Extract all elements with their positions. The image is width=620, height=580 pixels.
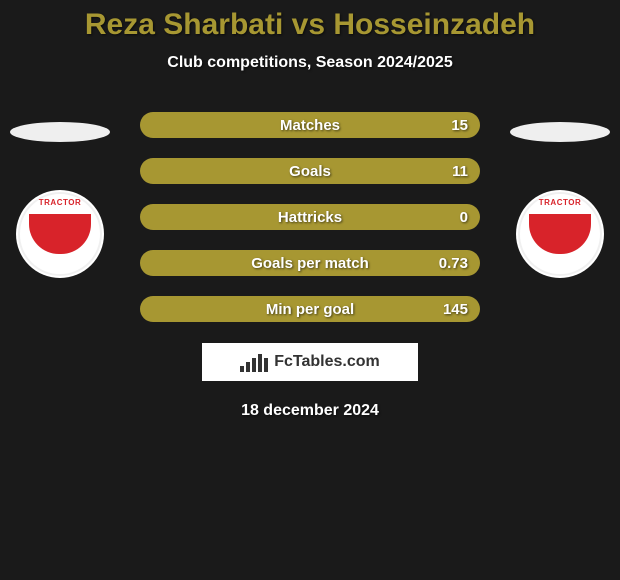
stat-value-right: 11 (452, 163, 468, 180)
title-vs: vs (292, 8, 325, 41)
stat-label: Matches (280, 117, 340, 134)
club-badge-right: TRACTOR (516, 190, 604, 278)
subtitle: Club competitions, Season 2024/2025 (0, 54, 620, 72)
club-badge-left-name: TRACTOR (16, 198, 104, 207)
comparison-card: Reza Sharbati vs Hosseinzadeh Club compe… (0, 0, 620, 420)
player-left-silhouette-icon (10, 122, 110, 142)
stat-row: Hattricks 0 (140, 204, 480, 230)
bar-chart-icon (240, 352, 268, 372)
stat-row: Goals 11 (140, 158, 480, 184)
stat-value-right: 15 (451, 117, 468, 134)
player-right-silhouette-icon (510, 122, 610, 142)
stat-label: Hattricks (278, 209, 342, 226)
stats-list: Matches 15 Goals 11 Hattricks 0 Goals per matc… (140, 112, 480, 322)
player-right-panel: TRACTOR (510, 122, 610, 278)
club-badge-left: TRACTOR (16, 190, 104, 278)
stat-row: Min per goal 145 (140, 296, 480, 322)
branding-text: FcTables.com (274, 353, 380, 371)
stat-row: Matches 15 (140, 112, 480, 138)
club-badge-left-shield-icon (29, 214, 91, 254)
stat-row: Goals per match 0.73 (140, 250, 480, 276)
club-badge-right-shield-icon (529, 214, 591, 254)
stat-value-right: 0.73 (439, 255, 468, 272)
title-player1: Reza Sharbati (85, 8, 283, 41)
page-title: Reza Sharbati vs Hosseinzadeh (0, 8, 620, 42)
title-player2: Hosseinzadeh (333, 8, 535, 41)
date: 18 december 2024 (0, 402, 620, 420)
player-left-panel: TRACTOR (10, 122, 110, 278)
stat-value-right: 145 (443, 301, 468, 318)
main-area: TRACTOR TRACTOR Matches 15 Goals 11 Hattrick… (0, 112, 620, 420)
stat-label: Goals per match (251, 255, 369, 272)
branding[interactable]: FcTables.com (201, 342, 419, 382)
club-badge-right-name: TRACTOR (516, 198, 604, 207)
stat-label: Min per goal (266, 301, 354, 318)
stat-label: Goals (289, 163, 331, 180)
stat-value-right: 0 (460, 209, 468, 226)
